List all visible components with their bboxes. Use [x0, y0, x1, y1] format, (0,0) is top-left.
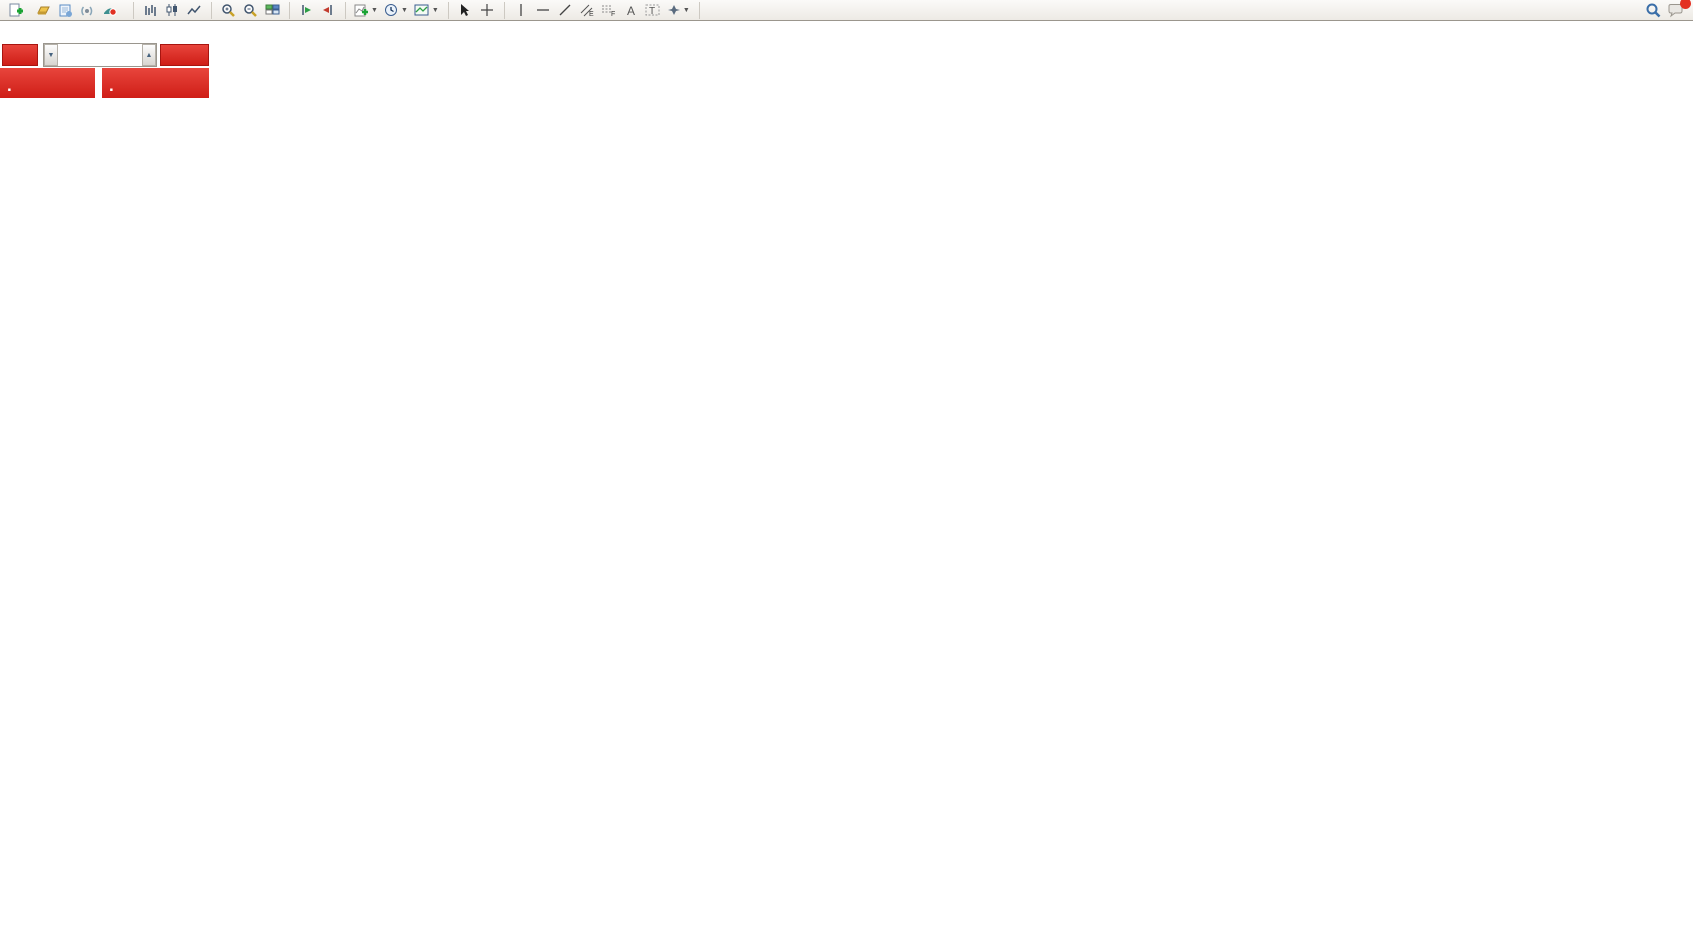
toolbar-separator — [283, 1, 290, 19]
line-chart-icon[interactable] — [183, 1, 205, 20]
bar-chart-icon[interactable] — [139, 1, 161, 20]
crosshair-icon[interactable] — [476, 1, 498, 20]
svg-text:T: T — [649, 6, 655, 17]
zoom-in-icon[interactable] — [217, 1, 239, 20]
zoom-out-icon[interactable] — [239, 1, 261, 20]
arrows-tool-icon[interactable]: ▼ — [664, 1, 693, 20]
templates-icon[interactable]: ▼ — [411, 1, 442, 20]
svg-text:A: A — [627, 4, 635, 17]
new-order-button[interactable] — [4, 1, 32, 20]
text-tool-icon[interactable]: A — [620, 1, 642, 20]
notification-count — [1680, 0, 1691, 9]
svg-text:E: E — [589, 11, 594, 17]
label-tool-icon[interactable]: T — [642, 1, 664, 20]
toolbar-separator — [339, 1, 346, 19]
cursor-icon[interactable] — [454, 1, 476, 20]
tile-windows-icon[interactable] — [261, 1, 283, 20]
chart-shift-icon[interactable] — [317, 1, 339, 20]
toolbar-separator — [442, 1, 449, 19]
candlestick-icon[interactable] — [161, 1, 183, 20]
indicators-icon[interactable]: ▼ — [351, 1, 381, 20]
horizontal-line-icon[interactable] — [532, 1, 554, 20]
channel-icon[interactable]: E — [576, 1, 598, 20]
auto-scroll-icon[interactable] — [295, 1, 317, 20]
autotrading-button[interactable] — [98, 1, 127, 20]
search-icon[interactable] — [1642, 1, 1664, 20]
notifications-icon[interactable] — [1664, 0, 1691, 20]
periods-icon[interactable]: ▼ — [381, 1, 411, 20]
svg-text:F: F — [611, 11, 615, 17]
vertical-line-icon[interactable] — [510, 1, 532, 20]
toolbar-separator — [498, 1, 505, 19]
trendline-icon[interactable] — [554, 1, 576, 20]
toolbar-separator — [127, 1, 134, 19]
new-order-icon — [9, 3, 23, 16]
toolbar-separator — [693, 1, 700, 19]
autotrading-icon — [104, 8, 117, 16]
main-toolbar: ▼ ▼ ▼ E F A T ▼ — [0, 0, 1693, 21]
toolbar-separator — [205, 1, 212, 19]
signal-icon[interactable] — [76, 1, 98, 20]
deposit-icon[interactable] — [32, 1, 54, 20]
fibonacci-icon[interactable]: F — [598, 1, 620, 20]
report-icon[interactable] — [54, 1, 76, 20]
